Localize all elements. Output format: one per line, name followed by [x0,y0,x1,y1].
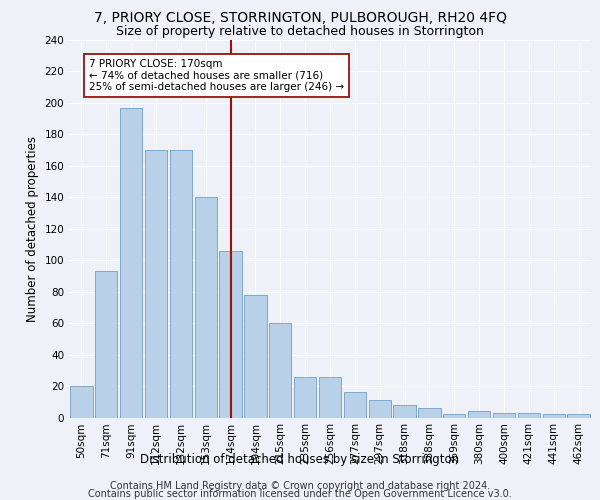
Text: Contains HM Land Registry data © Crown copyright and database right 2024.: Contains HM Land Registry data © Crown c… [110,481,490,491]
Bar [568,414,590,418]
Bar [194,198,217,418]
Bar [269,323,292,418]
Bar [170,150,192,417]
Text: Distribution of detached houses by size in Storrington: Distribution of detached houses by size … [140,452,460,466]
Bar [443,414,466,418]
Bar [95,271,118,418]
Bar [319,376,341,418]
Bar [220,251,242,418]
Bar [418,408,440,418]
Text: Size of property relative to detached houses in Storrington: Size of property relative to detached ho… [116,25,484,38]
Bar [344,392,366,417]
Bar [145,150,167,417]
Bar [518,413,540,418]
Text: Contains public sector information licensed under the Open Government Licence v3: Contains public sector information licen… [88,489,512,499]
Bar [120,108,142,418]
Y-axis label: Number of detached properties: Number of detached properties [26,136,39,322]
Bar [468,411,490,418]
Bar [70,386,92,418]
Text: 7 PRIORY CLOSE: 170sqm
← 74% of detached houses are smaller (716)
25% of semi-de: 7 PRIORY CLOSE: 170sqm ← 74% of detached… [89,59,344,92]
Bar [542,414,565,418]
Bar [493,413,515,418]
Text: 7, PRIORY CLOSE, STORRINGTON, PULBOROUGH, RH20 4FQ: 7, PRIORY CLOSE, STORRINGTON, PULBOROUGH… [94,11,506,25]
Bar [294,376,316,418]
Bar [394,405,416,417]
Bar [368,400,391,417]
Bar [244,295,266,418]
